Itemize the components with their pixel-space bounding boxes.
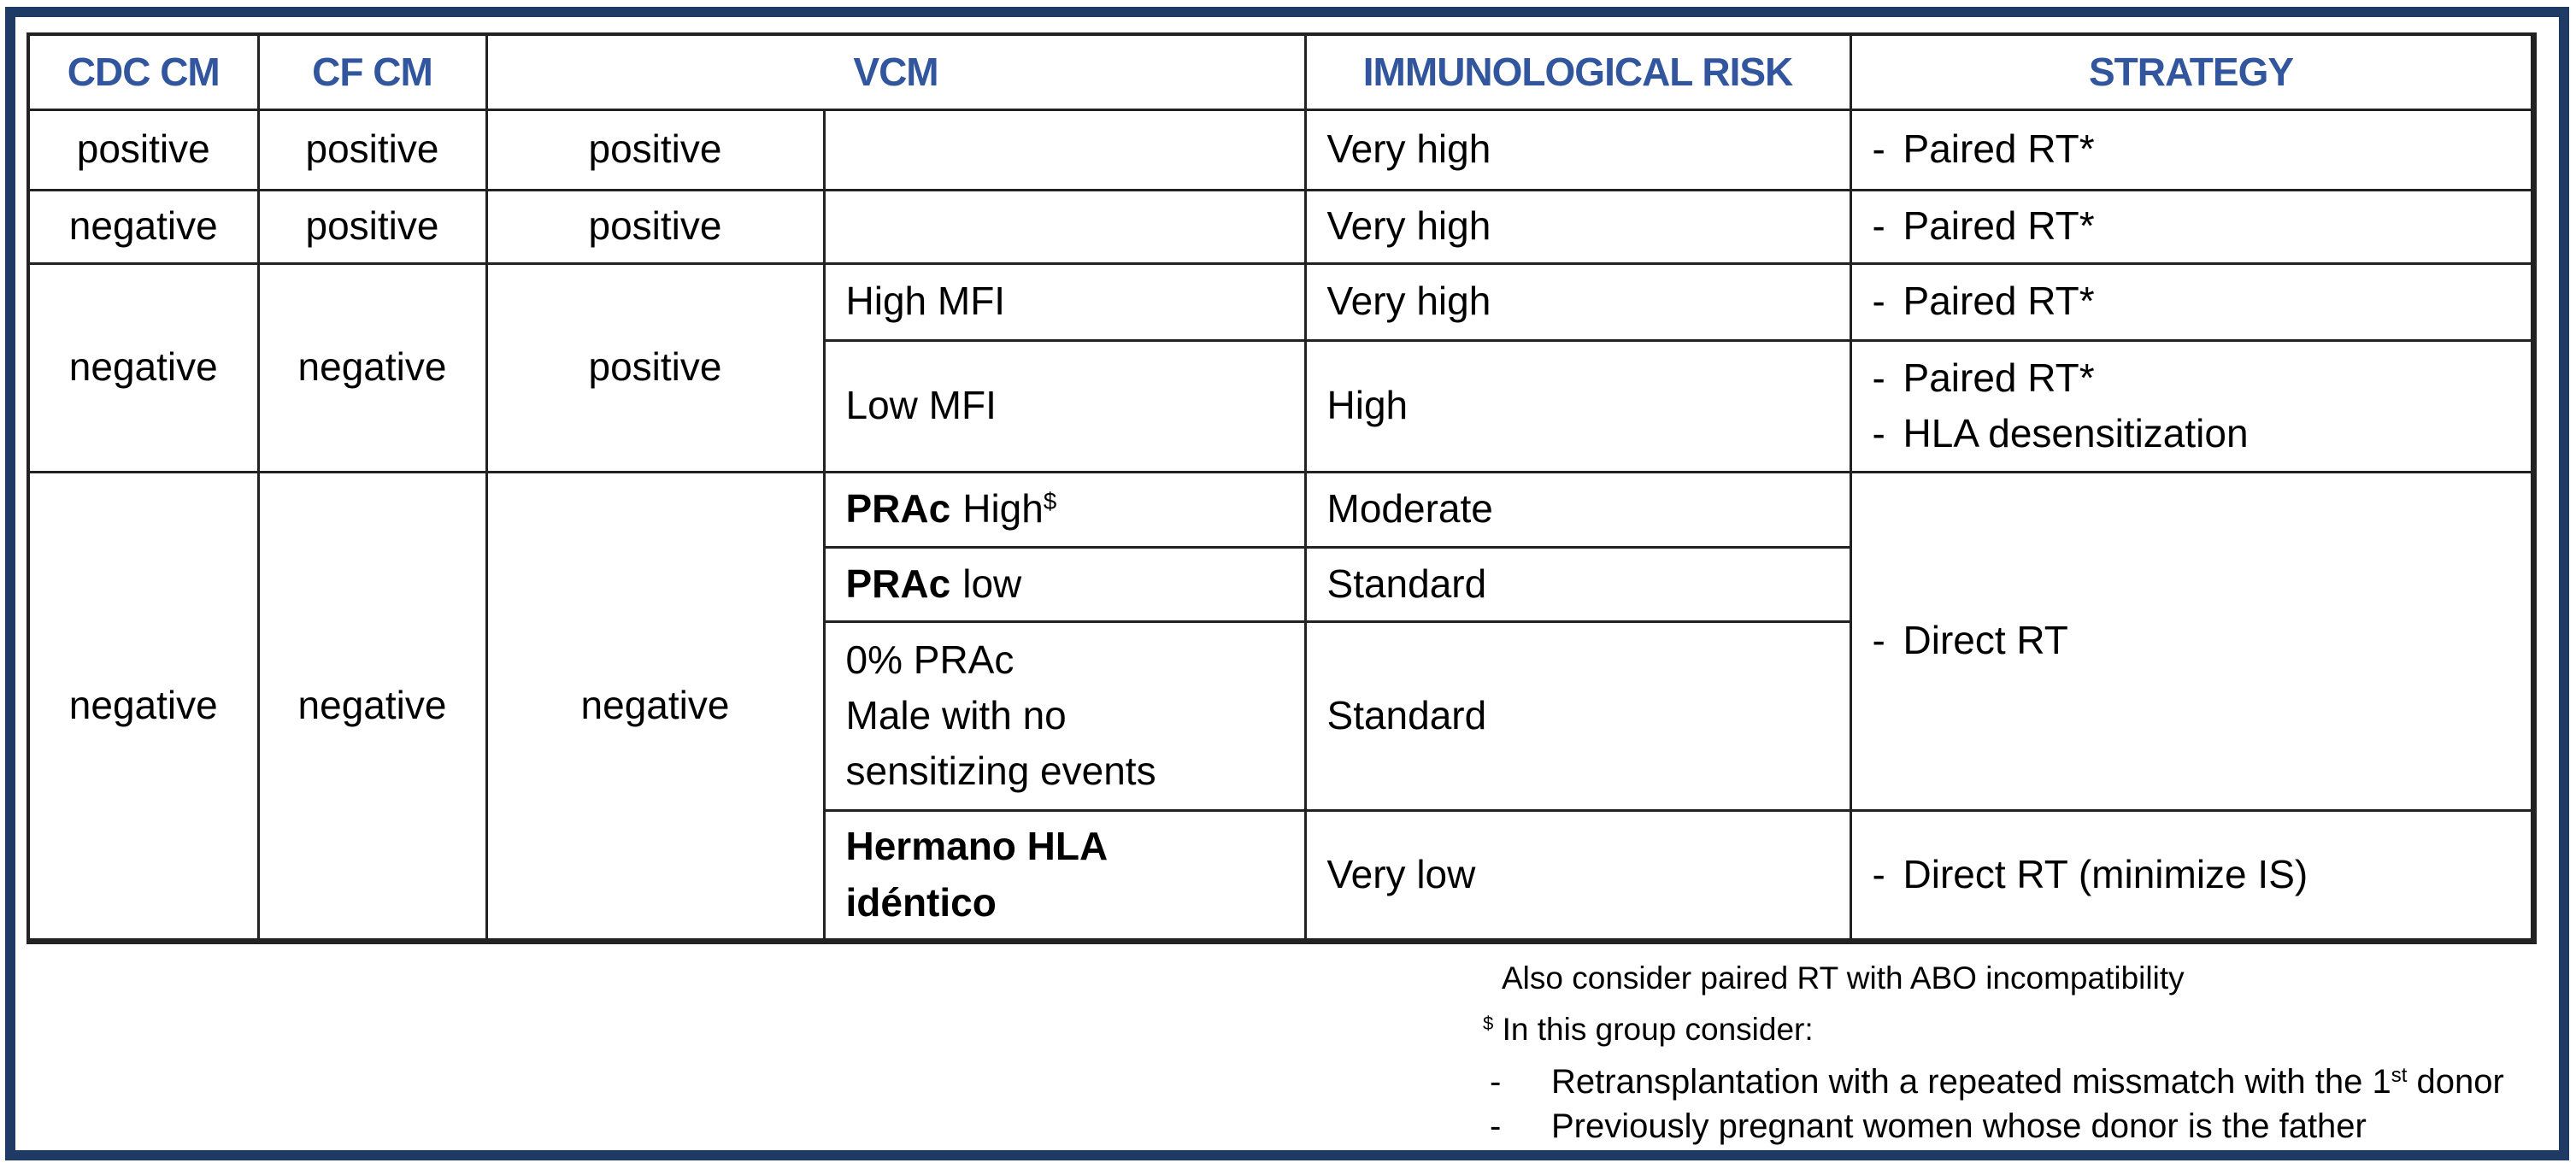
- header-vcm: VCM: [486, 36, 1307, 111]
- cell-detail-r4b: PRAc low: [824, 547, 1307, 623]
- detail-line: idéntico: [845, 879, 997, 925]
- bullet-dash: -: [1872, 355, 1885, 400]
- header-row: CDC CM CF CM VCM IMMUNOLOGICAL RISK STRA…: [30, 36, 2533, 111]
- cell-detail-r1: [824, 109, 1307, 191]
- table-row: negative positive positive Very high - Pa…: [30, 190, 2533, 265]
- cell-vcm-r3: positive: [486, 263, 826, 473]
- bullet-dash: -: [1872, 279, 1885, 324]
- cell-detail-r4a: PRAc High$: [824, 472, 1307, 549]
- cell-detail-r4c: 0% PRAc Male with no sensitizing events: [824, 621, 1307, 812]
- cell-strategy-direct-rt: - Direct RT: [1850, 472, 2533, 812]
- footnote-bullet-text: Previously pregnant women whose donor is…: [1551, 1107, 2367, 1145]
- table-row: Hermano HLA idéntico Very low - Direct RT…: [30, 810, 2533, 941]
- footnote-group: $ In this group consider:: [1483, 1012, 1814, 1048]
- cell-vcm-r1: positive: [486, 109, 826, 191]
- cell-risk-r2: Very high: [1305, 190, 1852, 265]
- bullet-dash: -: [1490, 1107, 1502, 1145]
- cell-detail-r4d: Hermano HLA idéntico: [824, 810, 1307, 941]
- cell-cdc-r3: negative: [30, 263, 260, 473]
- strategy-text: Paired RT*: [1903, 126, 2095, 172]
- footnote-abo: Also consider paired RT with ABO incompa…: [1502, 960, 2185, 996]
- footnote-bullet-text: donor: [2407, 1063, 2504, 1101]
- strategy-text: HLA desensitization: [1903, 411, 2249, 455]
- bullet-dash: -: [1872, 411, 1885, 455]
- detail-text: High: [962, 486, 1044, 532]
- bullet-dash: -: [1872, 618, 1885, 663]
- cell-vcm-r4: negative: [486, 472, 826, 941]
- cell-cdc-r2: negative: [30, 190, 260, 265]
- strategy-text: Paired RT*: [1903, 279, 2095, 324]
- bullet-dash: -: [1490, 1063, 1502, 1101]
- detail-line: Male with no: [845, 692, 1067, 737]
- cell-risk-r4a: Moderate: [1305, 472, 1852, 549]
- prac-label: PRAc: [845, 561, 951, 606]
- header-immunological-risk: IMMUNOLOGICAL RISK: [1305, 36, 1852, 111]
- table-row: PRAc low Standard: [30, 547, 2532, 623]
- table-row: Low MFI High - Paired RT* - HLA desensitiz…: [30, 340, 2533, 473]
- footnote-bullet-text: Retransplantation with a repeated missma…: [1551, 1063, 2391, 1101]
- footnote-marker: $: [1483, 1012, 1494, 1034]
- cell-risk-r3b: High: [1305, 340, 1852, 473]
- footnote-marker: $: [1043, 488, 1057, 515]
- cell-detail-r2: [824, 190, 1307, 265]
- prac-label: PRAc: [845, 486, 951, 532]
- table-row: negative negative positive High MFI Very…: [30, 263, 2533, 473]
- cell-cdc-r4: negative: [30, 472, 260, 941]
- cell-cf-r2: positive: [258, 190, 488, 265]
- bullet-dash: -: [1872, 126, 1885, 172]
- cell-risk-r4d: Very low: [1305, 810, 1852, 941]
- bullet-dash: -: [1872, 851, 1885, 896]
- outer-frame: [5, 7, 2569, 1160]
- detail-text: low: [962, 561, 1022, 606]
- footnote-group-text: In this group consider:: [1493, 1012, 1814, 1047]
- cell-strategy-r3a: - Paired RT*: [1850, 263, 2533, 342]
- cell-risk-r4b: Standard: [1305, 547, 1852, 623]
- cell-detail-r3b: Low MFI: [824, 340, 1307, 473]
- cell-strategy-r4d: - Direct RT (minimize IS): [1850, 810, 2533, 941]
- table-row: negative negative negative PRAc High$ Mod…: [30, 472, 2533, 941]
- cell-strategy-r2: - Paired RT*: [1850, 190, 2533, 265]
- cell-vcm-r2: positive: [486, 190, 826, 265]
- table-row: 0% PRAc Male with no sensitizing events …: [30, 621, 2532, 812]
- detail-line: 0% PRAc: [845, 637, 1015, 682]
- cell-cf-r4: negative: [258, 472, 488, 941]
- cell-cf-r3: negative: [258, 263, 488, 473]
- risk-table: CDC CM CF CM VCM IMMUNOLOGICAL RISK STRA…: [30, 36, 2533, 941]
- table-row: positive positive positive Very high - Pa…: [30, 109, 2533, 191]
- header-cdc-cm: CDC CM: [30, 36, 260, 111]
- cell-risk-r3a: Very high: [1305, 263, 1852, 342]
- cell-detail-r3a: High MFI: [824, 263, 1307, 342]
- cell-strategy-r3b: - Paired RT* - HLA desensitization: [1850, 340, 2533, 473]
- strategy-text: Paired RT*: [1903, 203, 2095, 249]
- risk-table-container: CDC CM CF CM VCM IMMUNOLOGICAL RISK STRA…: [26, 32, 2537, 944]
- ordinal-superscript: st: [2391, 1063, 2408, 1087]
- strategy-text: Direct RT: [1903, 618, 2068, 663]
- bullet-dash: -: [1872, 203, 1885, 249]
- header-strategy: STRATEGY: [1850, 36, 2533, 111]
- strategy-text: Direct RT (minimize IS): [1903, 851, 2308, 896]
- cell-risk-r1: Very high: [1305, 109, 1852, 191]
- footnote-bullet-1: - Retransplantation with a repeated missm…: [1490, 1063, 2504, 1101]
- detail-line: Hermano HLA: [845, 824, 1109, 869]
- cell-cf-r1: positive: [258, 109, 488, 191]
- cell-strategy-r1: - Paired RT*: [1850, 109, 2533, 191]
- footnote-bullet-2: - Previously pregnant women whose donor i…: [1490, 1107, 2367, 1146]
- detail-line: sensitizing events: [845, 749, 1156, 794]
- cell-cdc-r1: positive: [30, 109, 260, 191]
- strategy-text: Paired RT*: [1903, 355, 2095, 400]
- header-cf-cm: CF CM: [258, 36, 488, 111]
- cell-risk-r4c: Standard: [1305, 621, 1852, 812]
